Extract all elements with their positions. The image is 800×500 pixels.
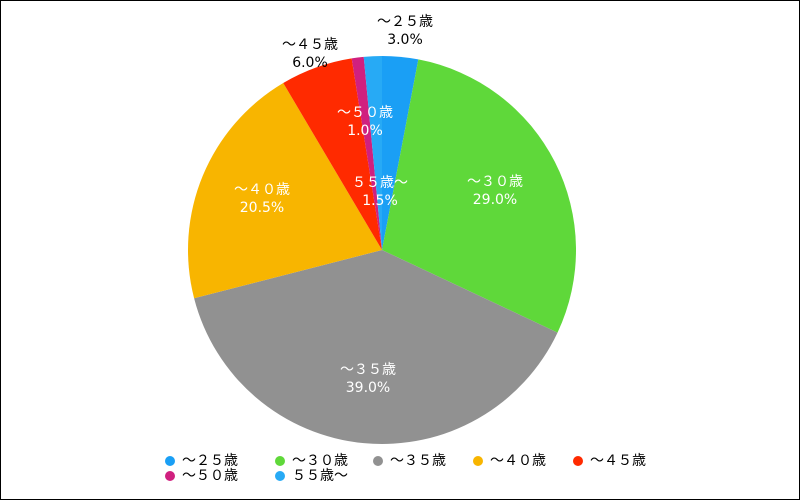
slice-value-label: 1.5%: [362, 193, 398, 209]
legend-marker: [473, 456, 483, 466]
pie-slice: [382, 59, 576, 333]
slice-label: ～４０歳: [234, 182, 290, 198]
slice-value-label: 20.5%: [240, 200, 284, 216]
legend-label: ～５０歳: [182, 468, 238, 484]
pie-slice: [351, 56, 382, 250]
legend-marker: [573, 456, 583, 466]
legend-label: ５５歳～: [292, 468, 348, 484]
slice-value-label: 3.0%: [387, 32, 423, 48]
pie-slice: [363, 56, 382, 250]
legend-label: ～３５歳: [390, 453, 446, 469]
legend-marker: [165, 456, 175, 466]
legend-label: ～４５歳: [590, 453, 646, 469]
slice-label: ～４５歳: [282, 37, 338, 53]
slice-value-label: 1.0%: [347, 123, 383, 139]
pie-slice: [382, 56, 419, 250]
pie-slice: [283, 58, 382, 251]
slice-value-label: 29.0%: [473, 192, 517, 208]
legend-marker: [275, 456, 285, 466]
legend-label: ～３０歳: [292, 453, 348, 469]
legend-label: ～２５歳: [182, 453, 238, 469]
slice-label: ～３０歳: [467, 174, 523, 190]
slice-label: ～３５歳: [340, 362, 396, 378]
pie-slice: [194, 250, 558, 444]
legend-marker: [373, 456, 383, 466]
slice-value-label: 6.0%: [292, 55, 328, 71]
slice-value-label: 39.0%: [346, 380, 390, 396]
legend-marker: [275, 471, 285, 481]
pie-slice: [187, 83, 382, 299]
slice-label: ～２５歳: [377, 14, 433, 30]
slice-label: ５５歳～: [352, 175, 408, 191]
legend-label: ～４０歳: [490, 453, 546, 469]
legend-marker: [165, 471, 175, 481]
slice-label: ～５０歳: [337, 105, 393, 121]
